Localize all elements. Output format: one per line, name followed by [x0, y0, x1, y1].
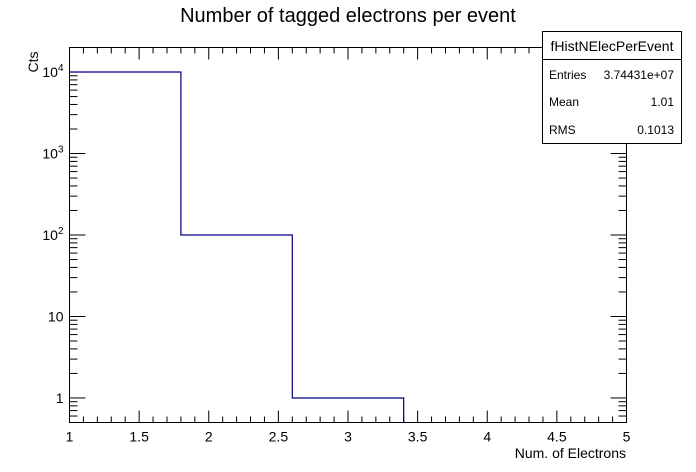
- stats-mean-value: 1.01: [651, 95, 675, 109]
- x-tick-label: 4: [483, 429, 491, 445]
- x-tick-label: 1.5: [129, 429, 149, 445]
- stats-rms-value: 0.1013: [637, 123, 674, 137]
- y-tick-label: 103: [42, 145, 64, 162]
- y-tick-label: 1: [56, 390, 64, 406]
- y-tick-labels: 1 10 102 103 104: [42, 63, 64, 406]
- stats-box-name: fHistNElecPerEvent: [551, 38, 674, 54]
- x-tick-label: 4.5: [547, 429, 567, 445]
- y-axis-label: Cts: [25, 52, 41, 73]
- stats-box: fHistNElecPerEvent Entries 3.74431e+07 M…: [542, 31, 682, 144]
- stats-mean-label: Mean: [549, 95, 579, 109]
- stats-entries-label: Entries: [549, 68, 586, 82]
- stats-entries-value: 3.74431e+07: [604, 68, 675, 82]
- stats-rms-label: RMS: [549, 123, 576, 137]
- x-tick-label: 2.5: [269, 429, 289, 445]
- y-tick-label: 104: [42, 63, 64, 80]
- x-tick-label: 3: [344, 429, 352, 445]
- x-tick-labels: 1 1.5 2 2.5 3 3.5 4 4.5 5: [66, 429, 631, 445]
- y-tick-label: 10: [48, 308, 64, 324]
- chart-title: Number of tagged electrons per event: [180, 5, 516, 27]
- x-axis-label: Num. of Electrons: [515, 445, 626, 461]
- y-tick-label: 102: [42, 226, 64, 243]
- x-tick-label: 1: [66, 429, 74, 445]
- x-tick-label: 3.5: [408, 429, 428, 445]
- x-tick-label: 5: [623, 429, 631, 445]
- x-tick-label: 2: [205, 429, 213, 445]
